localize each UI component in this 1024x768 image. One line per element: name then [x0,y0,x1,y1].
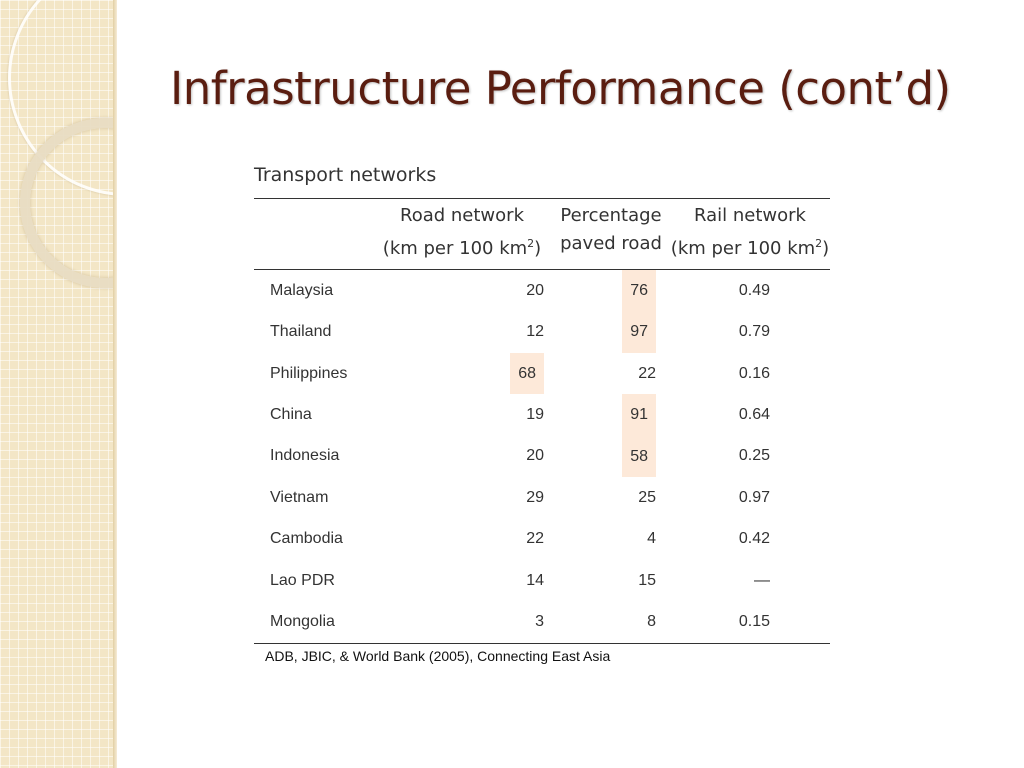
cell-paved-value: 4 [647,530,656,548]
cell-paved: 4 [552,518,670,559]
cell-road-value: 20 [526,447,544,465]
cell-rail: 0.64 [738,405,770,423]
table-caption: Transport networks [254,164,437,186]
header-rail-network: Rail network (km per 100 km2) [670,198,830,270]
cell-road: 20 [372,270,552,312]
cell-paved: 58 [552,435,670,478]
cell-country: Indonesia [270,447,340,465]
header-rail-line2: (km per 100 km [670,238,816,259]
cell-country: China [270,405,312,423]
cell-rail: — [754,571,770,589]
table-row: Mongolia 3 8 0.15 [254,601,830,643]
cell-road: 68 [372,352,552,395]
cell-rail: 0.79 [738,323,770,341]
cell-paved: 15 [552,560,670,601]
cell-country: Vietnam [270,488,329,506]
cell-paved: 76 [552,270,670,312]
cell-paved-value: 8 [647,612,656,630]
transport-networks-table: Road network (km per 100 km2) Percentage… [254,198,830,644]
cell-road-value: 22 [526,530,544,548]
cell-country: Thailand [270,323,332,341]
cell-country: Malaysia [270,281,334,299]
cell-paved-highlight: 97 [622,311,656,353]
table-row: Indonesia 20 58 0.25 [254,435,830,478]
cell-paved: 97 [552,311,670,353]
header-paved-road: Percentage paved road [552,198,670,270]
cell-rail: 0.16 [738,364,770,382]
header-road-line1: Road network [400,205,524,226]
cell-road: 3 [372,601,552,643]
source-citation: ADB, JBIC, & World Bank (2005), Connecti… [265,648,611,664]
cell-country: Mongolia [270,612,335,630]
cell-road: 12 [372,311,552,352]
cell-road: 14 [372,560,552,601]
table-header-row: Road network (km per 100 km2) Percentage… [254,198,830,270]
cell-paved-value: 22 [638,364,656,382]
table-row: Philippines 68 22 0.16 [254,352,830,395]
cell-road-value: 12 [526,323,544,341]
cell-paved: 8 [552,601,670,643]
cell-rail: 0.49 [738,281,770,299]
cell-road-value: 14 [526,571,544,589]
cell-paved: 25 [552,477,670,518]
sidebar-edge [113,0,117,768]
cell-road-value: 19 [526,405,544,423]
header-road-line2: (km per 100 km [382,238,528,259]
header-road-close: ) [534,238,542,259]
cell-road: 20 [372,436,552,477]
cell-paved-value: 15 [638,571,656,589]
cell-paved-value: 25 [638,488,656,506]
table-row: Malaysia 20 76 0.49 [254,270,830,312]
table-row: Cambodia 22 4 0.42 [254,518,830,559]
cell-rail: 0.42 [738,530,770,548]
transport-table-figure: Transport networks Road network (km per … [254,160,830,644]
cell-country: Philippines [270,364,348,382]
header-paved-line2: paved road [560,233,662,254]
table-row: Thailand 12 97 0.79 [254,311,830,353]
cell-road-value: 20 [526,281,544,299]
decorative-sidebar [0,0,113,768]
header-road-sup: 2 [527,237,535,250]
cell-paved: 91 [552,394,670,436]
cell-road-value: 3 [535,612,544,630]
cell-rail: 0.15 [738,612,770,630]
cell-country: Lao PDR [270,571,335,589]
cell-road-highlight: 68 [510,352,544,395]
cell-paved-highlight: 91 [622,394,656,436]
cell-rail: 0.25 [738,447,770,465]
cell-road: 19 [372,394,552,435]
header-rail-line1: Rail network [694,205,806,226]
cell-road-value: 29 [526,488,544,506]
table-row: Vietnam 29 25 0.97 [254,477,830,518]
cell-country: Cambodia [270,530,343,548]
cell-paved: 22 [552,353,670,394]
cell-paved-highlight: 58 [622,435,656,478]
header-road-network: Road network (km per 100 km2) [372,198,552,270]
cell-road: 22 [372,518,552,559]
header-country [254,198,372,270]
cell-paved-highlight: 76 [622,270,656,312]
header-rail-close: ) [822,238,830,259]
slide-title: Infrastructure Performance (cont’d) [170,62,951,115]
header-paved-line1: Percentage [560,205,662,226]
table-row: China 19 91 0.64 [254,394,830,436]
cell-road: 29 [372,477,552,518]
header-rail-sup: 2 [815,237,823,250]
cell-rail: 0.97 [738,488,770,506]
table-row: Lao PDR 14 15 — [254,560,830,601]
